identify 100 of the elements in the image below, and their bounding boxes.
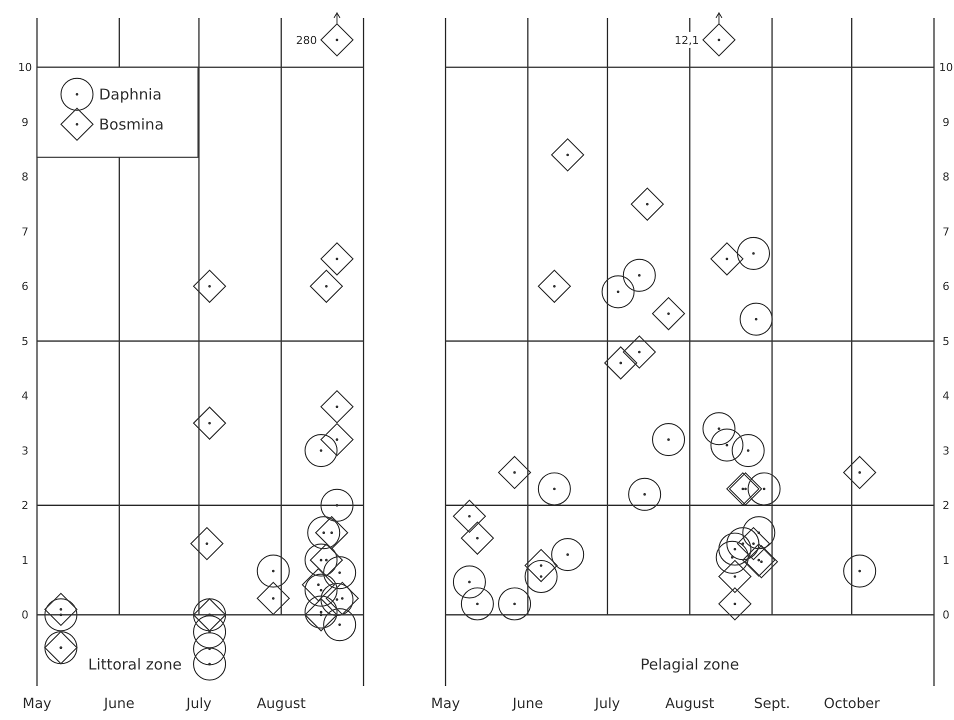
point	[193, 632, 226, 666]
y-tick-label: 2	[22, 499, 28, 512]
point	[551, 538, 584, 572]
point	[652, 297, 686, 330]
x-tick-label: June	[103, 696, 135, 712]
point	[718, 532, 752, 566]
point	[193, 270, 226, 303]
x-tick-label: Sept.	[754, 696, 790, 712]
point	[320, 582, 354, 616]
point	[498, 587, 532, 620]
point	[256, 582, 290, 615]
y-tick-label: 4	[22, 390, 28, 403]
point	[310, 270, 343, 303]
point	[256, 554, 290, 588]
x-tick-label: May	[22, 696, 52, 712]
y-tick-label: 4	[942, 390, 950, 403]
y-tick-label: 7	[942, 225, 950, 238]
x-tick-label: August	[256, 696, 306, 712]
y-tick-label: 10	[18, 61, 32, 74]
point	[602, 275, 635, 308]
point	[702, 412, 736, 446]
point	[732, 434, 765, 468]
x-axis-title: Littoral zone	[88, 655, 182, 674]
point	[452, 500, 486, 533]
y-tick-label: 0	[22, 608, 28, 622]
point	[323, 608, 356, 642]
x-tick-label: July	[594, 696, 620, 712]
point	[604, 346, 638, 380]
x-axis-title: Pelagial zone	[640, 655, 740, 674]
y-tick-label: 1	[942, 554, 950, 567]
point	[460, 522, 494, 555]
point	[190, 527, 224, 560]
point	[307, 516, 340, 550]
point	[628, 478, 662, 511]
point	[302, 568, 335, 602]
point	[304, 544, 338, 577]
legend-label: Daphnia	[99, 86, 162, 104]
point	[320, 390, 354, 424]
point	[315, 516, 348, 550]
x-tick-label: July	[185, 696, 212, 712]
point	[843, 554, 876, 588]
point	[304, 574, 338, 607]
point	[320, 488, 354, 522]
x-tick-label: October	[824, 696, 880, 712]
annotation: 12,1	[674, 34, 699, 47]
legend-label: Bosmina	[99, 116, 164, 134]
point	[320, 423, 354, 456]
y-tick-label: 5	[22, 334, 28, 348]
x-tick-label: May	[431, 696, 460, 712]
y-tick-label: 1	[22, 554, 28, 567]
y-tick-label: 10	[939, 61, 953, 74]
point	[320, 242, 354, 276]
point	[702, 23, 736, 56]
point	[622, 258, 656, 292]
point	[718, 587, 752, 620]
point	[718, 560, 752, 594]
y-tick-label: 5	[942, 334, 950, 348]
point	[652, 423, 686, 456]
point	[323, 556, 356, 590]
y-tick-label: 9	[942, 116, 950, 129]
point	[710, 428, 744, 462]
point	[524, 548, 558, 582]
point	[452, 565, 486, 599]
point	[193, 615, 226, 648]
point	[622, 335, 656, 369]
point	[310, 544, 343, 577]
point	[44, 598, 78, 632]
y-tick-label: 6	[22, 280, 28, 294]
point	[304, 434, 338, 468]
y-tick-label: 2	[942, 499, 950, 512]
x-tick-label: August	[665, 696, 715, 712]
point	[44, 592, 78, 626]
point	[736, 527, 770, 560]
point	[748, 472, 781, 506]
point	[524, 560, 558, 594]
point	[498, 456, 532, 490]
point	[716, 540, 749, 574]
y-tick-label: 7	[22, 225, 28, 238]
point	[843, 456, 876, 490]
annotation: 280	[296, 34, 317, 47]
point	[551, 138, 584, 172]
point	[742, 516, 776, 550]
point	[740, 302, 773, 336]
y-tick-label: 0	[942, 608, 950, 622]
y-tick-label: 8	[942, 170, 950, 184]
point	[320, 23, 354, 56]
point	[326, 582, 359, 615]
point	[460, 587, 494, 620]
y-tick-label: 6	[942, 280, 950, 294]
y-tick-label: 9	[22, 116, 28, 129]
point	[538, 472, 571, 506]
point	[726, 527, 760, 560]
y-tick-label: 8	[22, 170, 28, 184]
y-tick-label: 3	[942, 444, 950, 458]
x-tick-label: June	[512, 696, 544, 712]
point	[630, 188, 664, 221]
point	[710, 242, 744, 276]
point	[193, 406, 226, 440]
y-tick-label: 3	[22, 444, 28, 458]
point	[538, 270, 571, 303]
